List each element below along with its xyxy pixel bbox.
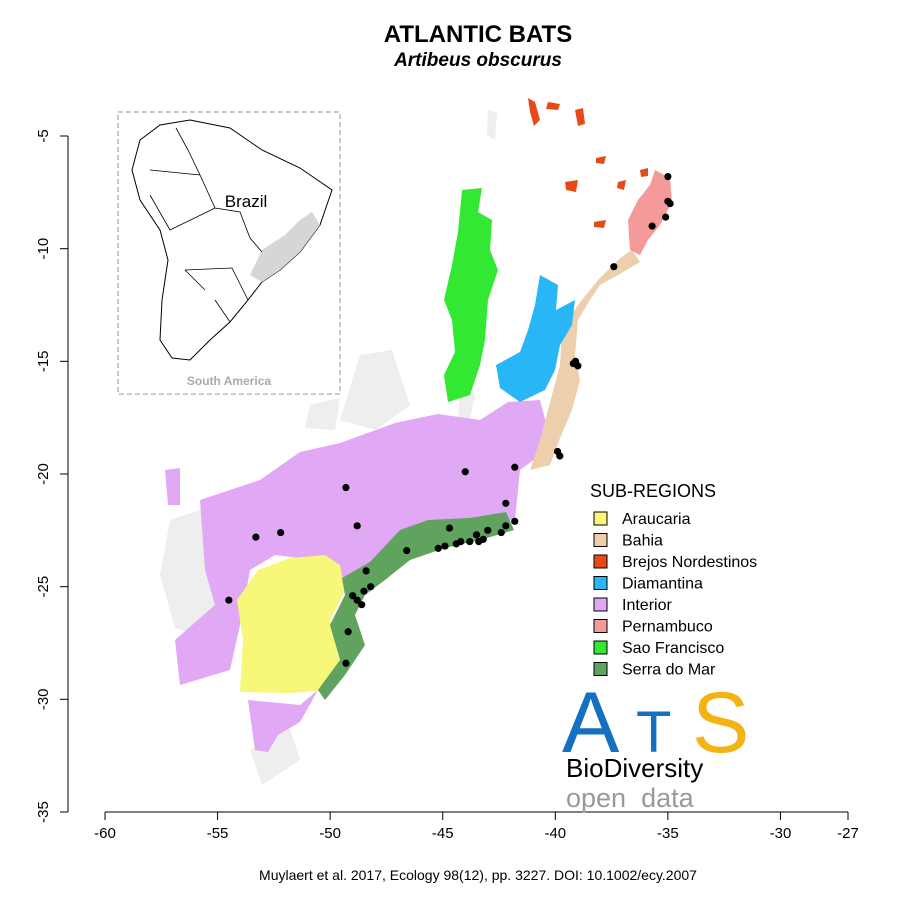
occurrence-point [666,200,674,208]
occurrence-points [225,172,674,667]
atlantic-forest-subregions [165,98,672,752]
inset-country-borders [149,127,263,323]
x-axis-ticks: -60 -55 -50 -45 -40 -35 -30 -27 [94,812,859,842]
occurrence-point [434,544,442,552]
legend-label: Interior [622,597,672,614]
legend-swatch [593,511,608,526]
occurrence-point [342,659,350,667]
occurrence-point [367,583,375,591]
y-tick-label: -15 [35,350,52,372]
occurrence-point [362,567,370,575]
logo-letter-a: A [562,675,620,771]
ats-logo: A T S BioDiversity open data [562,675,749,813]
legend-title: SUB-REGIONS [590,481,716,501]
occurrence-point [252,533,260,541]
region-diamantina [496,275,575,402]
occurrence-point [556,452,564,460]
occurrence-point [610,263,618,271]
legend-label: Araucaria [622,511,691,528]
citation: Muylaert et al. 2017, Ecology 98(12), pp… [259,867,697,883]
region-serra-do-mar [318,512,514,700]
inset-caption: South America [187,374,272,388]
logo-open-data: open data [566,783,695,813]
occurrence-point [461,468,469,476]
logo-biodiversity: BioDiversity [566,753,703,783]
region-araucaria [237,555,345,693]
occurrence-point [358,601,366,609]
occurrence-point [511,517,519,525]
inset-country-label: Brazil [225,192,268,211]
legend-label: Diamantina [622,576,703,593]
legend: SUB-REGIONS Araucaria Bahia Brejos Nordest… [590,481,757,679]
occurrence-point [502,522,510,530]
map-title: ATLANTIC BATS [384,21,572,48]
occurrence-point [664,172,672,181]
occurrence-point [342,483,350,492]
legend-swatch [593,619,608,633]
occurrence-point [277,528,285,537]
occurrence-point [344,628,352,636]
x-tick-label: -30 [770,825,792,842]
region-interior-west [165,468,180,505]
y-tick-label: -35 [35,801,52,823]
region-pernambuco [628,170,672,255]
region-brejos-nordestinos [528,98,648,228]
legend-swatch [593,554,608,569]
occurrence-point [569,359,577,368]
legend-swatch [593,640,608,655]
x-tick-label: -50 [319,825,341,842]
occurrence-point [353,596,361,604]
legend-label: Bahia [622,533,663,550]
y-tick-label: -30 [35,688,52,710]
legend-label: Pernambuco [622,619,713,636]
legend-swatch [593,533,608,547]
inset-atlantic-forest-highlight [250,212,320,282]
x-tick-label: -55 [207,825,229,842]
occurrence-point [484,526,492,534]
legend-label: Brejos Nordestinos [622,554,757,571]
inset-map: Brazil South America [117,111,341,395]
occurrence-point [452,540,460,548]
occurrence-point [360,587,368,595]
occurrence-point [353,522,361,530]
occurrence-point [445,524,454,532]
region-interior-south [248,690,318,752]
x-tick-label: -60 [94,825,116,842]
x-tick-label: -35 [657,825,679,842]
logo-letter-s: S [692,675,749,771]
map-subtitle: Artibeus obscurus [393,50,562,71]
y-tick-label: -25 [35,576,52,598]
legend-swatch [593,576,608,590]
x-tick-label: -45 [432,825,454,842]
occurrence-point [662,213,670,221]
logo-letter-t: T [636,700,671,765]
y-tick-label: -5 [35,129,52,142]
legend-swatch [593,662,608,676]
legend-label: Serra do Mar [622,662,716,679]
occurrence-point [472,531,481,539]
x-tick-label: -27 [837,825,859,842]
occurrence-point [502,499,510,507]
y-tick-label: -10 [35,238,52,260]
legend-label: Sao Francisco [622,640,724,657]
occurrence-point [403,547,411,555]
region-sao-francisco [444,188,498,402]
y-tick-label: -20 [35,463,52,485]
region-bahia [530,250,640,470]
occurrence-point [466,538,474,546]
occurrence-point [441,542,449,550]
x-tick-label: -40 [544,825,566,842]
occurrence-point [511,463,519,471]
occurrence-point [225,596,233,604]
y-axis-ticks: -5 -10 -15 -20 -25 -30 -35 [35,129,68,823]
occurrence-point [475,538,483,546]
legend-items: Araucaria Bahia Brejos Nordestinos Diamanti… [593,511,757,679]
occurrence-point [648,222,656,230]
legend-swatch [593,597,608,612]
occurrence-point [497,528,505,537]
region-interior [175,400,548,685]
occurrence-point [349,592,357,600]
